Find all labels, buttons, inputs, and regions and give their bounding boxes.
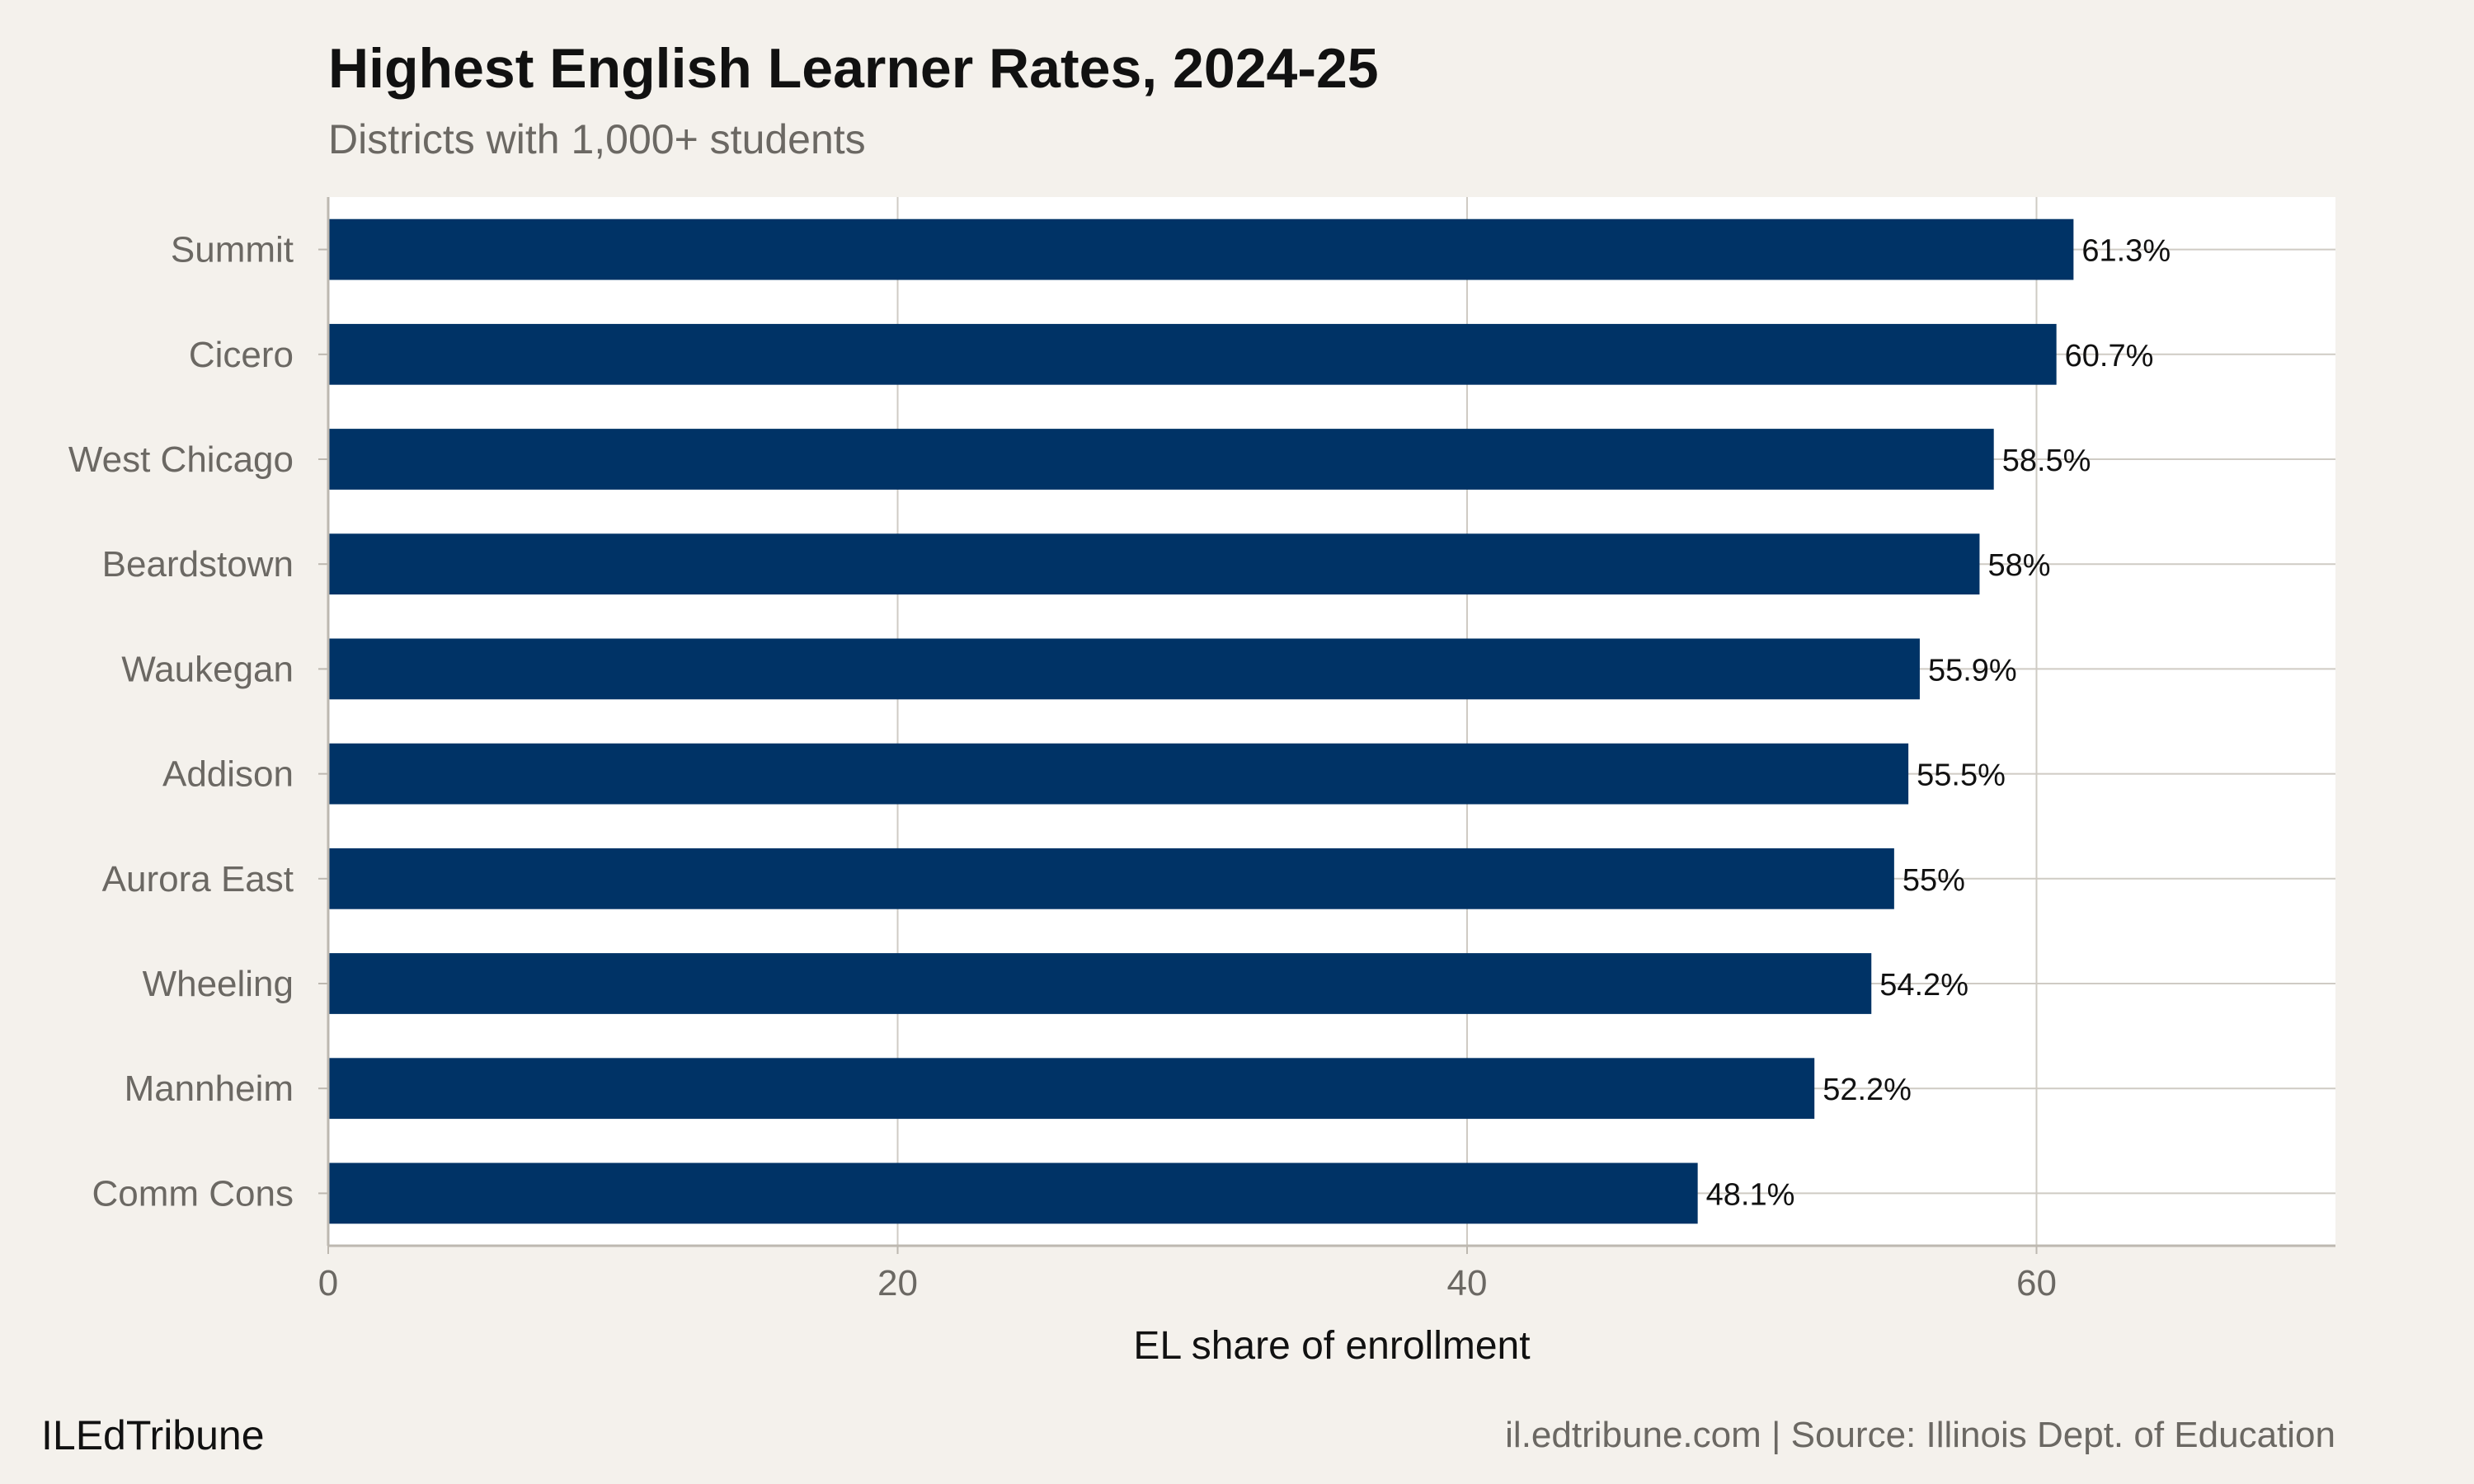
y-tick-label: West Chicago <box>68 439 294 480</box>
source-note: il.edtribune.com | Source: Illinois Dept… <box>1505 1415 2335 1455</box>
chart-title: Highest English Learner Rates, 2024-25 <box>328 37 1379 100</box>
data-label: 54.2% <box>1879 968 1968 1003</box>
bar <box>328 638 1920 700</box>
data-label: 55% <box>1903 863 1965 898</box>
data-label: 52.2% <box>1823 1073 1912 1107</box>
bar <box>328 218 2074 280</box>
y-tick-label: Comm Cons <box>92 1173 294 1214</box>
data-label: 60.7% <box>2065 339 2154 373</box>
y-tick-label: Cicero <box>189 335 294 375</box>
y-tick-label: Beardstown <box>102 544 294 585</box>
bar <box>328 953 1872 1014</box>
y-tick-label: Waukegan <box>121 649 294 689</box>
x-tick-label: 0 <box>318 1263 338 1303</box>
data-label: 55.9% <box>1928 653 2017 688</box>
data-label: 58% <box>1987 548 2050 583</box>
bar <box>328 743 1909 805</box>
x-tick-label: 20 <box>877 1263 918 1303</box>
bar <box>328 848 1894 909</box>
bar <box>328 1058 1815 1120</box>
bar <box>328 429 1994 490</box>
x-tick-label: 40 <box>1447 1263 1488 1303</box>
y-tick-label: Wheeling <box>143 964 294 1004</box>
x-axis-title: EL share of enrollment <box>1133 1324 1530 1368</box>
y-tick-label: Mannheim <box>125 1068 294 1109</box>
y-tick-label: Addison <box>162 754 294 795</box>
data-label: 48.1% <box>1706 1177 1795 1212</box>
data-label: 55.5% <box>1917 758 2006 793</box>
chart-subtitle: Districts with 1,000+ students <box>328 116 866 162</box>
bar <box>328 533 1980 595</box>
brand-logo-text: ILEdTribune <box>41 1412 265 1458</box>
data-label: 58.5% <box>2002 444 2091 478</box>
bar <box>328 323 2057 385</box>
x-tick-label: 60 <box>2016 1263 2057 1303</box>
data-label: 61.3% <box>2081 234 2171 269</box>
bar <box>328 1162 1698 1224</box>
y-tick-label: Summit <box>171 230 294 270</box>
y-tick-label: Aurora East <box>102 859 294 899</box>
